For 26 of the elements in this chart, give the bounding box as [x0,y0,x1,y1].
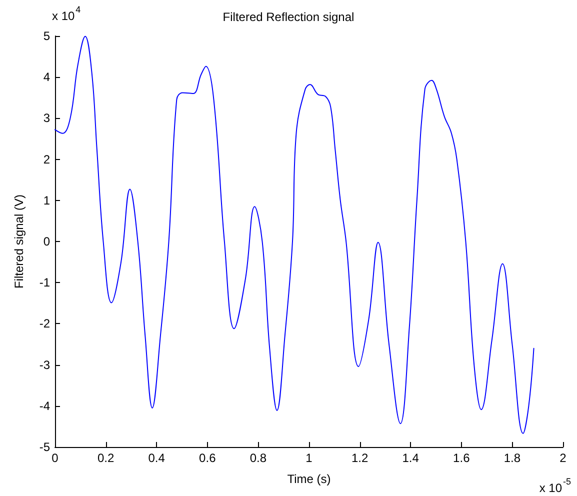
y-tick-label: 0 [43,234,50,248]
y-tick-label: 2 [43,152,50,166]
y-tick-label: -5 [39,440,50,454]
x-tick-label: 0.6 [199,451,216,465]
x-tick-label: 1.8 [504,451,521,465]
x-tick-label: 1.6 [453,451,470,465]
x-tick-label: 0 [52,451,59,465]
x-tick-label: 1 [306,451,313,465]
x-tick-label: 0.4 [148,451,166,465]
y-tick-label: -2 [39,316,50,331]
y-axis-title: Filtered signal (V) [12,194,26,289]
x-axis-title: Time (s) [287,472,331,486]
y-tick-label: 5 [43,29,50,43]
x-tick-label: 1.2 [351,451,368,465]
x-tick-label: 0.2 [97,451,114,465]
chart-title: Filtered Reflection signal [222,10,354,24]
x-tick-label: 2 [560,451,567,465]
y-tick-label: -3 [39,358,50,372]
y-tick-label: 1 [43,193,50,208]
line-series [54,36,534,434]
y-tick-label: 4 [43,70,50,84]
y-tick-label: 3 [43,111,50,126]
y-tick-label: -1 [39,276,50,290]
y-tick-label: -4 [39,398,50,413]
x-tick-label: 1.4 [402,451,420,465]
x-tick-label: 0.8 [250,451,267,465]
